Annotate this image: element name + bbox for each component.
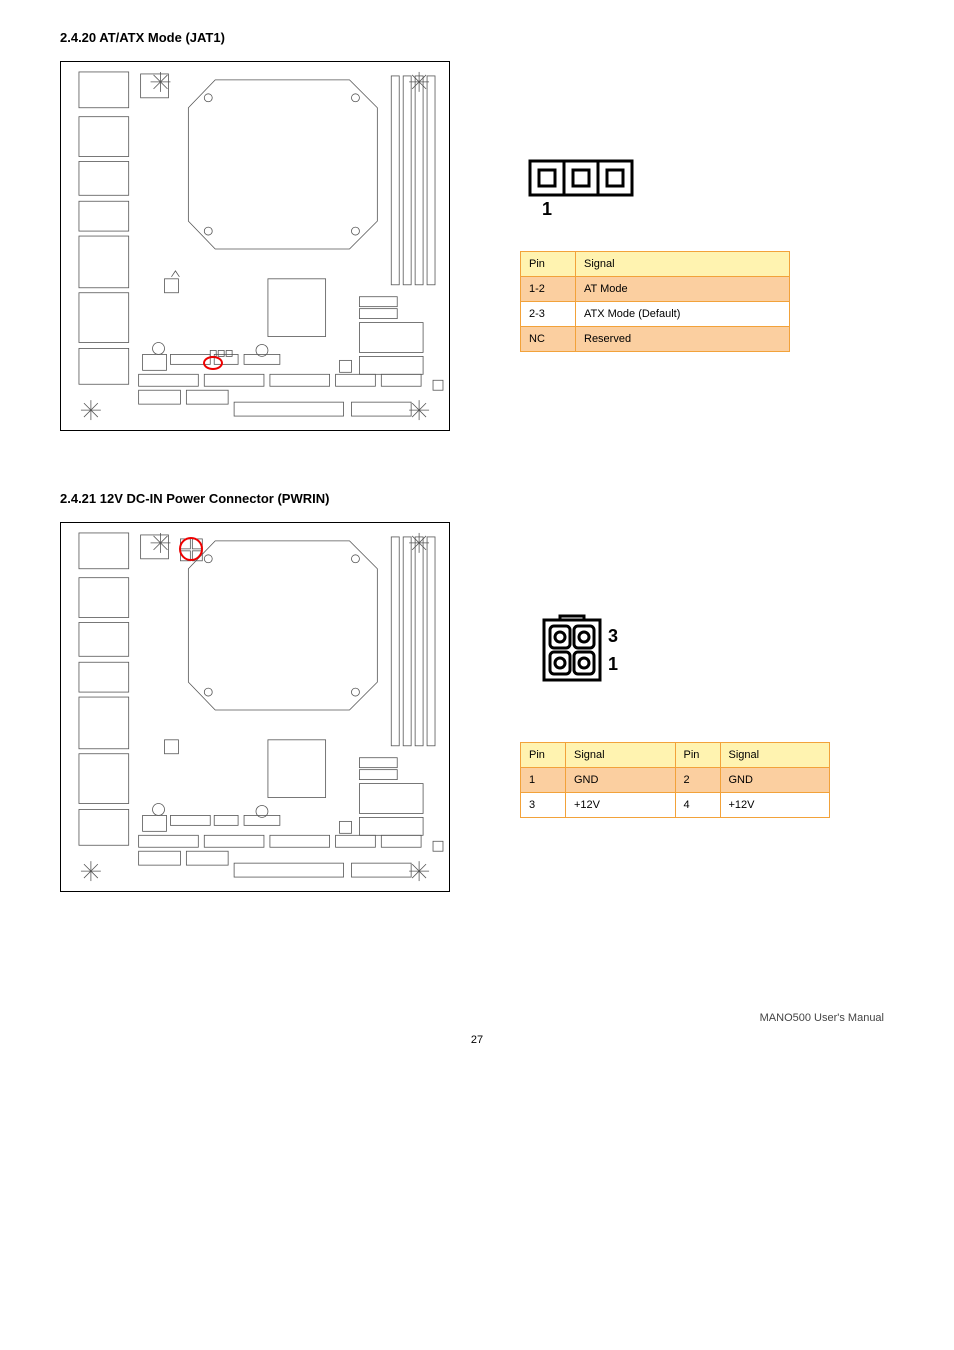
page-number: 27 [60,1034,894,1046]
section1-right: 1 Pin Signal 1-2 AT Mode 2-3 ATX Mode (D… [520,61,894,352]
motherboard-svg-1 [61,62,449,430]
s2-th3: Signal [720,743,830,768]
section1-pin-table: Pin Signal 1-2 AT Mode 2-3 ATX Mode (Def… [520,251,790,352]
section1-title: 2.4.20 AT/ATX Mode (JAT1) [60,30,894,45]
s1-r1-pin: 2-3 [521,302,576,327]
s1-r0-sig: AT Mode [576,277,790,302]
highlight-circle-2 [179,537,203,561]
s1-r2-sig: Reserved [576,327,790,352]
pin1-label: 1 [542,199,552,219]
s2-th1: Signal [566,743,676,768]
section1-block: 1 Pin Signal 1-2 AT Mode 2-3 ATX Mode (D… [60,61,894,431]
pin3-label: 3 [608,626,618,646]
footer-note: MANO500 User's Manual [60,1012,894,1024]
pin1-label-2: 1 [608,654,618,674]
section1-motherboard-diagram [60,61,450,431]
s1-th-signal: Signal [576,252,790,277]
s1-r2-pin: NC [521,327,576,352]
s1-r1-sig: ATX Mode (Default) [576,302,790,327]
section2-right: 3 1 Pin Signal Pin Signal 1 GND 2 GND 3 … [520,522,894,818]
s2-r1-c3: +12V [720,793,830,818]
s2-th0: Pin [521,743,566,768]
s2-r0-c1: GND [566,768,676,793]
s2-r0-c0: 1 [521,768,566,793]
highlight-circle-1 [203,356,223,370]
s1-r0-pin: 1-2 [521,277,576,302]
s2-r0-c2: 2 [675,768,720,793]
s2-r1-c0: 3 [521,793,566,818]
s2-r1-c1: +12V [566,793,676,818]
s2-th2: Pin [675,743,720,768]
section2-motherboard-diagram [60,522,450,892]
section2-block: 3 1 Pin Signal Pin Signal 1 GND 2 GND 3 … [60,522,894,892]
s2-r0-c3: GND [720,768,830,793]
motherboard-svg-2 [61,523,449,891]
section1-pinout-diagram: 1 [520,151,680,221]
s1-th-pin: Pin [521,252,576,277]
section2-pin-table: Pin Signal Pin Signal 1 GND 2 GND 3 +12V… [520,742,830,818]
s2-r1-c2: 4 [675,793,720,818]
section2-title: 2.4.21 12V DC-IN Power Connector (PWRIN) [60,491,894,506]
section2-pinout-diagram: 3 1 [520,612,670,712]
